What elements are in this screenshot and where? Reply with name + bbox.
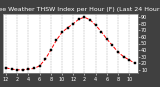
Text: Milwaukee Weather THSW Index per Hour (F) (Last 24 Hours): Milwaukee Weather THSW Index per Hour (F… xyxy=(0,7,160,12)
